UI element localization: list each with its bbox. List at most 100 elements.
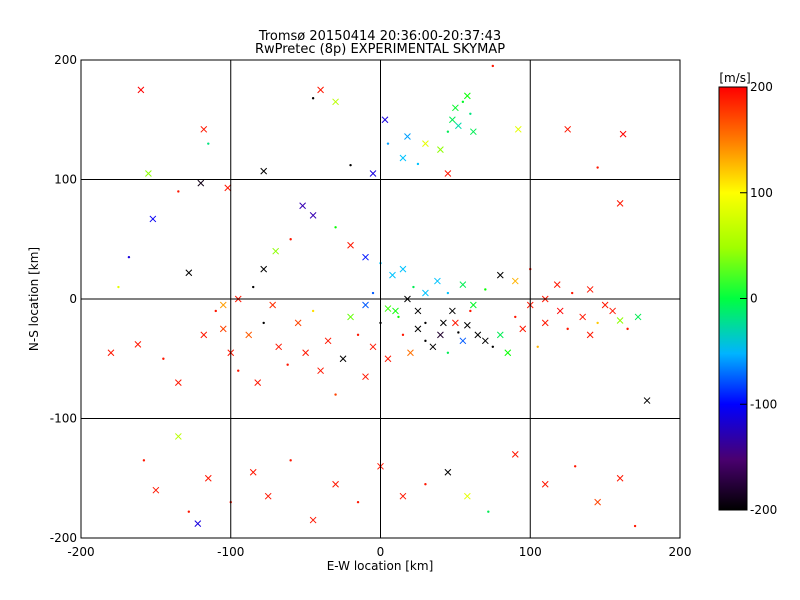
y-tick-label: 200 xyxy=(54,53,77,67)
data-point-dot xyxy=(491,64,495,68)
data-point-cross xyxy=(616,474,624,482)
x-tick-label: -200 xyxy=(67,545,94,559)
y-tick-label: 100 xyxy=(54,173,77,187)
data-point-cross xyxy=(384,355,392,363)
data-point-cross xyxy=(594,498,601,506)
data-point-cross xyxy=(174,379,182,387)
data-point-cross xyxy=(264,492,272,500)
data-point-cross xyxy=(381,116,389,124)
y-tick-label: -100 xyxy=(50,412,77,426)
data-point-dot xyxy=(424,321,427,325)
data-point-cross xyxy=(616,317,624,324)
data-point-cross xyxy=(414,325,422,333)
data-point-cross xyxy=(309,211,317,219)
x-axis-ticks: -200 -100 0 100 200 xyxy=(67,545,691,559)
data-point-cross xyxy=(469,301,477,309)
colorbar-ticks: 200 100 0 -100 -200 xyxy=(740,80,777,517)
data-point-cross xyxy=(152,486,160,494)
data-point-dot xyxy=(311,97,315,100)
data-point-cross xyxy=(145,170,152,177)
data-point-dot xyxy=(626,327,629,331)
data-point-cross xyxy=(422,289,429,297)
data-point-cross xyxy=(414,307,422,315)
data-point-cross xyxy=(332,480,339,488)
data-point-dot xyxy=(386,142,390,145)
data-point-cross xyxy=(269,301,277,309)
data-point-cross xyxy=(481,337,489,345)
data-points xyxy=(107,64,651,528)
data-point-cross xyxy=(317,86,324,94)
data-point-dot xyxy=(469,112,472,115)
data-point-cross xyxy=(219,325,227,333)
data-point-dot xyxy=(289,238,292,241)
data-point-cross xyxy=(449,307,456,315)
data-point-cross xyxy=(204,474,212,482)
data-point-cross xyxy=(564,125,572,133)
data-point-cross xyxy=(294,319,302,327)
data-point-cross xyxy=(137,86,145,94)
data-point-cross xyxy=(556,307,564,315)
data-point-dot xyxy=(187,510,191,513)
data-point-dot xyxy=(536,345,539,348)
data-point-dot xyxy=(596,321,599,325)
data-point-cross xyxy=(422,140,429,148)
data-point-cross xyxy=(384,305,392,312)
plot-frame xyxy=(80,59,681,539)
data-point-dot xyxy=(401,333,405,337)
data-point-cross xyxy=(459,337,467,345)
data-point-cross xyxy=(511,277,519,285)
data-point-dot xyxy=(570,291,574,295)
data-point-cross xyxy=(309,516,317,524)
data-point-cross xyxy=(347,313,354,321)
colorbar-tick-label: 0 xyxy=(750,292,758,306)
data-point-dot xyxy=(457,331,460,334)
data-point-dot xyxy=(424,339,427,343)
data-point-cross xyxy=(601,301,609,309)
data-point-dot xyxy=(349,163,352,167)
data-point-cross xyxy=(464,321,471,329)
data-point-cross xyxy=(369,343,377,351)
data-point-cross xyxy=(260,167,268,175)
data-point-cross xyxy=(553,281,561,289)
y-axis-label: N-S location [km] xyxy=(27,247,41,351)
data-point-cross xyxy=(317,367,324,375)
data-point-cross xyxy=(579,313,587,321)
data-point-dot xyxy=(573,465,577,468)
data-point-dot xyxy=(334,393,337,396)
y-tick-label: -200 xyxy=(50,531,77,545)
data-point-cross xyxy=(616,200,624,207)
x-tick-label: 200 xyxy=(669,545,692,559)
data-point-cross xyxy=(586,331,594,339)
data-point-dot xyxy=(371,291,375,295)
data-point-cross xyxy=(519,325,527,333)
data-point-cross xyxy=(200,125,208,133)
data-point-dot xyxy=(237,369,240,372)
colorbar-tick-label: 100 xyxy=(750,186,773,200)
data-point-dot xyxy=(469,309,472,313)
colorbar-label: [m/s] xyxy=(719,71,750,85)
data-point-cross xyxy=(434,277,441,285)
grid-lines xyxy=(81,60,680,538)
data-point-cross xyxy=(260,265,268,273)
data-point-dot xyxy=(207,142,210,145)
data-point-cross xyxy=(332,98,339,106)
data-point-cross xyxy=(324,337,332,345)
data-point-dot xyxy=(356,333,360,337)
data-point-dot xyxy=(412,285,415,289)
data-point-cross xyxy=(586,286,594,293)
x-tick-label: 0 xyxy=(377,545,385,559)
data-point-cross xyxy=(464,92,471,100)
data-point-cross xyxy=(389,271,396,279)
data-point-cross xyxy=(347,241,354,249)
data-point-cross xyxy=(474,331,482,339)
data-point-cross xyxy=(511,450,519,458)
data-point-dot xyxy=(424,483,427,486)
data-point-cross xyxy=(194,520,202,528)
data-point-dot xyxy=(397,315,400,319)
data-point-cross xyxy=(643,397,651,404)
data-point-cross xyxy=(197,179,205,187)
data-point-dot xyxy=(446,351,450,354)
data-point-cross xyxy=(362,373,369,381)
data-point-cross xyxy=(541,319,549,327)
